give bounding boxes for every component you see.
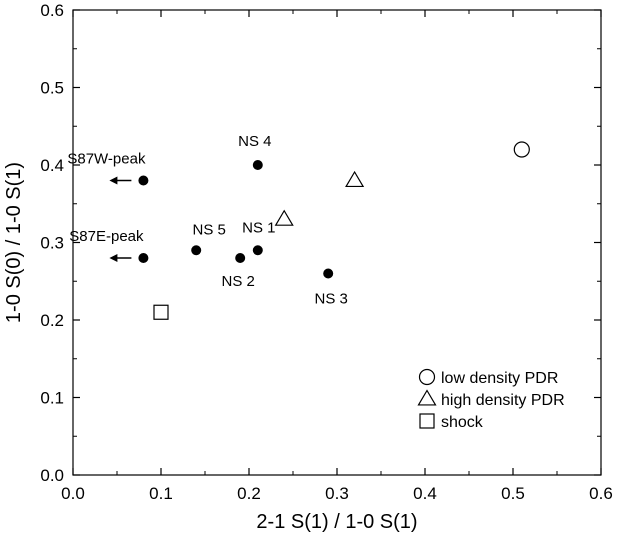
data-point bbox=[274, 209, 294, 226]
data-point bbox=[513, 141, 530, 158]
y-tick-label: 0.4 bbox=[40, 156, 64, 175]
data-point bbox=[235, 253, 246, 263]
x-tick-label: 0.4 bbox=[413, 484, 437, 503]
y-tick-label: 0.6 bbox=[40, 1, 64, 20]
legend-symbol bbox=[419, 413, 435, 429]
x-tick-label: 0.0 bbox=[61, 484, 85, 503]
y-tick-label: 0.0 bbox=[40, 466, 64, 485]
x-tick-label: 0.2 bbox=[237, 484, 261, 503]
x-tick-label: 0.5 bbox=[501, 484, 525, 503]
data-point bbox=[138, 175, 149, 186]
legend-label: shock bbox=[441, 414, 484, 431]
point-label: NS 1 bbox=[242, 219, 275, 236]
point-label: NS 5 bbox=[193, 221, 226, 238]
legend-symbol bbox=[417, 389, 437, 406]
point-annotations: S87W-peak S87E-peak NS 5 NS 2 NS 1 NS 4 NS 3 bbox=[67, 133, 348, 308]
legend-label: low density PDR bbox=[441, 370, 558, 387]
point-label: NS 2 bbox=[222, 273, 255, 290]
data-point bbox=[323, 268, 334, 279]
data-point bbox=[138, 253, 149, 263]
y-tick-label: 0.1 bbox=[40, 389, 64, 408]
point-label: S87E-peak bbox=[69, 228, 144, 245]
data-point bbox=[191, 245, 202, 256]
point-label: NS 4 bbox=[238, 133, 271, 150]
y-tick-label: 0.2 bbox=[40, 311, 64, 330]
y-axis-title: 1-0 S(0) / 1-0 S(1) bbox=[3, 162, 25, 323]
legend-label: high density PDR bbox=[441, 392, 565, 409]
x-tick-label: 0.3 bbox=[325, 484, 349, 503]
x-axis-title: 2-1 S(1) / 1-0 S(1) bbox=[256, 511, 417, 533]
data-point bbox=[345, 170, 365, 188]
data-marks bbox=[138, 141, 530, 320]
upper-limit-arrowhead bbox=[109, 254, 118, 262]
x-tick-label: 0.6 bbox=[589, 484, 613, 503]
legend-symbol bbox=[418, 368, 436, 386]
y-tick-label: 0.5 bbox=[40, 79, 64, 98]
legend: low density PDR high density PDR shock bbox=[417, 368, 565, 431]
data-point bbox=[153, 304, 169, 320]
axis-tick-labels: 0.0 0.1 0.2 0.3 0.4 0.5 0.6 0.0 0.1 0.2 0.3 0.4 0.5 0… bbox=[40, 1, 612, 503]
data-point bbox=[252, 160, 263, 170]
point-label: NS 3 bbox=[315, 291, 348, 308]
y-tick-label: 0.3 bbox=[40, 234, 64, 253]
axis-ticks bbox=[72, 9, 602, 476]
upper-limit-arrowhead bbox=[109, 176, 118, 185]
point-label: S87W-peak bbox=[67, 151, 146, 168]
x-tick-label: 0.1 bbox=[149, 484, 173, 503]
data-point bbox=[252, 245, 263, 256]
